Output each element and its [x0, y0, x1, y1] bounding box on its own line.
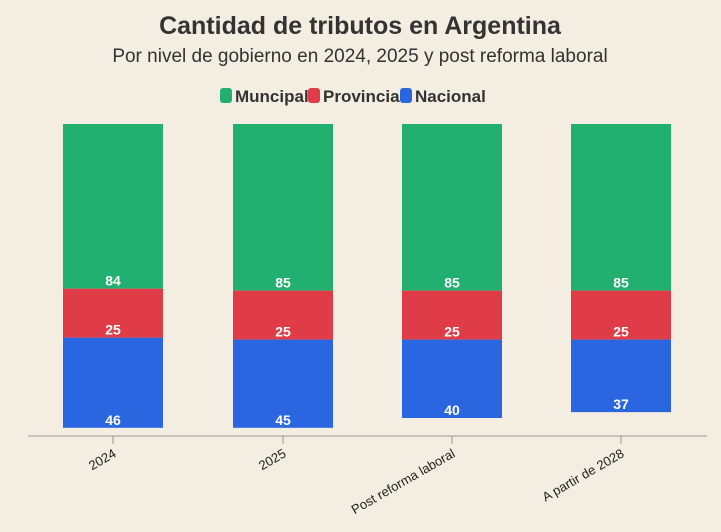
data-label: 25 [613, 324, 629, 340]
bar-nacional [571, 339, 671, 413]
chart-title: Cantidad de tributos en Argentina [159, 12, 562, 40]
bar-provincial [233, 290, 333, 340]
data-label: 45 [275, 412, 291, 428]
chart-subtitle: Por nivel de gobierno en 2024, 2025 y po… [112, 46, 607, 67]
x-tick-label: Post reforma laboral [349, 446, 458, 518]
bar-provincial [63, 288, 163, 338]
data-label: 46 [105, 412, 121, 428]
x-tick-label: A partir de 2028 [540, 446, 627, 505]
data-label: 25 [275, 324, 291, 340]
legend-swatch-provincial [308, 88, 320, 103]
legend-swatch-nacional [400, 88, 412, 103]
x-axis-ticks: 2024 2025 Post reforma laboral A partir de … [86, 436, 627, 517]
data-label: 85 [444, 275, 460, 291]
bar-nacional [402, 339, 502, 418]
bar-provincial [402, 290, 502, 340]
bar-muncipal [402, 124, 502, 291]
bar-provincial [571, 290, 671, 340]
bar-muncipal [571, 124, 671, 291]
data-label: 85 [275, 275, 291, 291]
x-tick-label: 2025 [256, 446, 289, 473]
legend-label-nacional: Nacional [415, 87, 486, 106]
bar-nacional [233, 339, 333, 428]
legend-swatch-muncipal [220, 88, 232, 103]
legend-label-provincial: Provincial [323, 87, 404, 106]
x-tick-label: 2024 [86, 446, 119, 473]
bar-muncipal [233, 124, 333, 291]
data-label: 25 [105, 322, 121, 338]
data-label: 37 [613, 396, 629, 412]
bars: 84 25 46 85 25 45 85 25 40 85 25 37 [63, 124, 671, 428]
bar-nacional [63, 337, 163, 428]
legend: Muncipal Provincial Nacional [220, 87, 486, 106]
data-label: 25 [444, 324, 460, 340]
data-label: 40 [444, 402, 460, 418]
legend-label-muncipal: Muncipal [235, 87, 309, 106]
data-label: 85 [613, 275, 629, 291]
bar-muncipal [63, 124, 163, 289]
data-label: 84 [105, 273, 121, 289]
